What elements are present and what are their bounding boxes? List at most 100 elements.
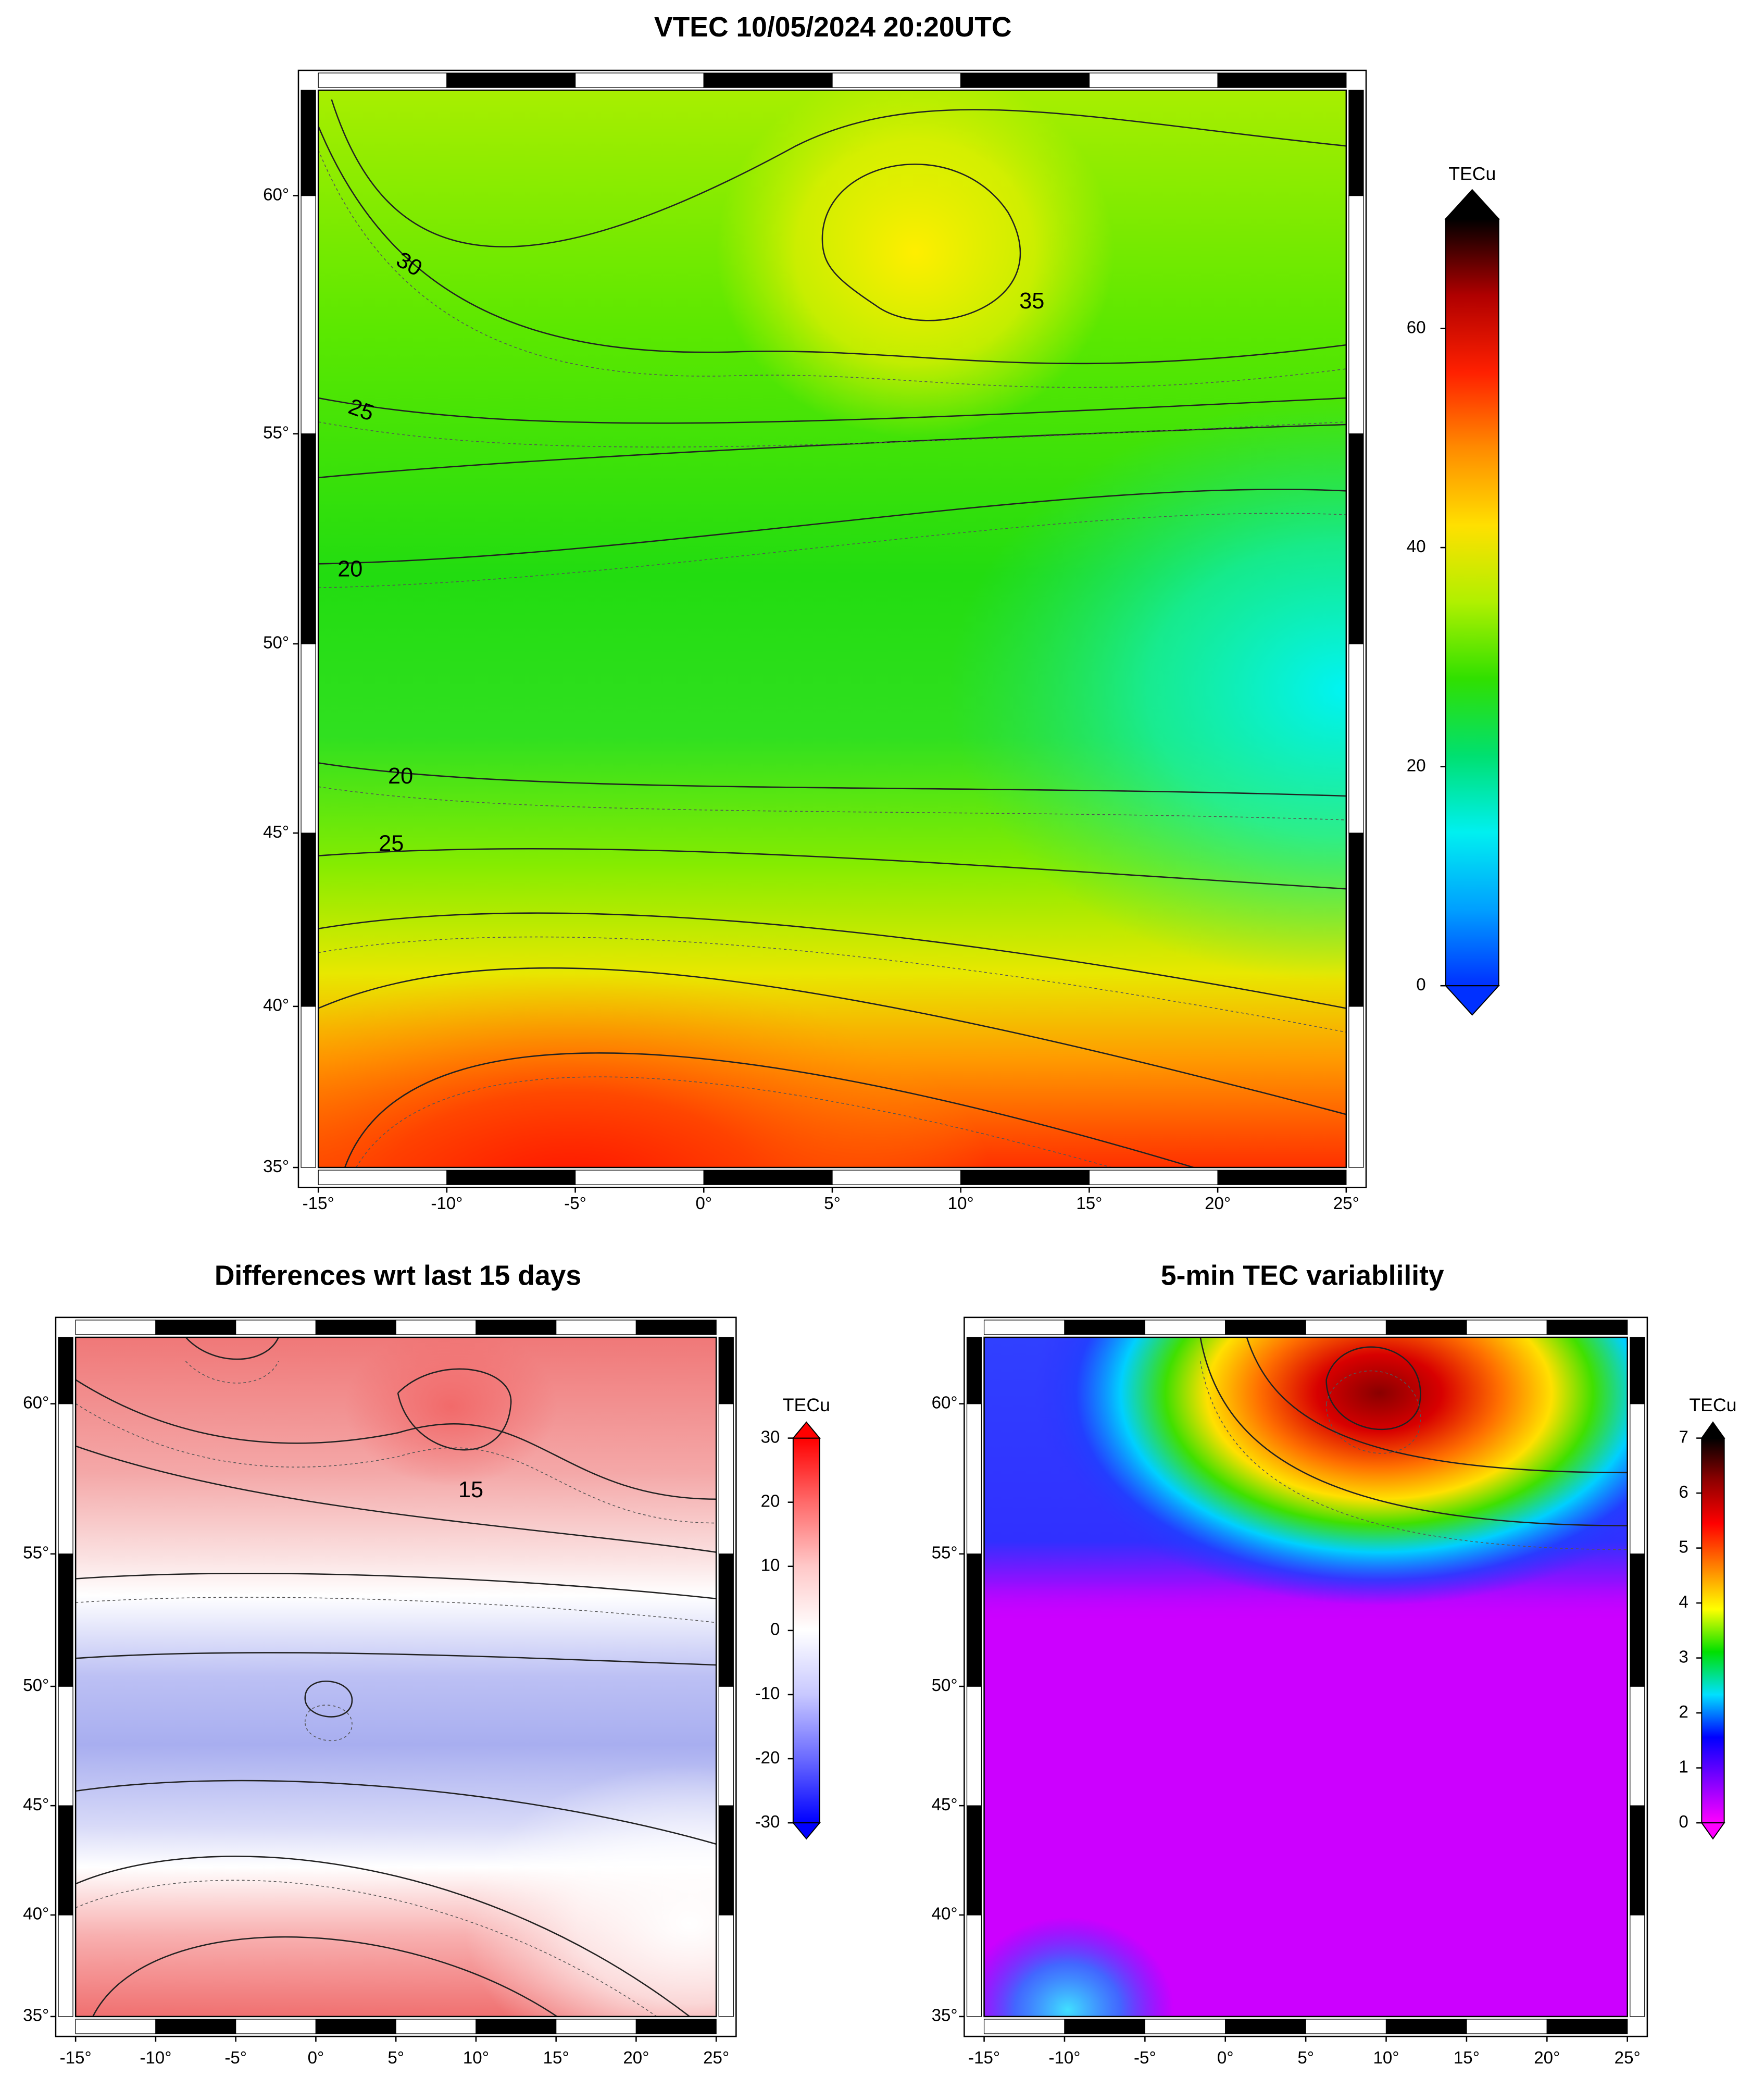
lat-tick-label: 35° xyxy=(23,2006,49,2025)
map-border xyxy=(317,89,1347,1168)
lon-tick-label: 5° xyxy=(824,1194,841,1213)
lat-tick-label: 55° xyxy=(263,423,289,442)
frame-bar xyxy=(58,1553,73,1687)
field-layer xyxy=(1034,1337,1628,1606)
lon-tick-label: 25° xyxy=(1333,1194,1359,1213)
lat-tick-label: 40° xyxy=(23,1905,49,1924)
colorbar-tick-label: 40 xyxy=(1407,537,1426,556)
lat-tick-label: 40° xyxy=(263,996,289,1015)
contour-line xyxy=(1246,1337,1628,1474)
frame-bar xyxy=(395,1320,477,1335)
lat-tick-label: 50° xyxy=(932,1676,958,1695)
field-layer xyxy=(984,1917,1174,2017)
lon-tick-label: 0° xyxy=(1217,2048,1234,2068)
frame-bar xyxy=(446,72,576,88)
colorbar-arrow-bottom xyxy=(792,1822,821,1840)
frame-bar xyxy=(1385,2019,1467,2034)
frame-bar xyxy=(1630,1553,1645,1687)
frame-bar xyxy=(1546,2019,1628,2034)
contour-line-minor xyxy=(318,513,1346,588)
contour-line xyxy=(1199,1337,1628,1526)
colorbar-tick-label: -10 xyxy=(755,1684,780,1703)
lat-tick-label: 35° xyxy=(263,1157,289,1176)
frame-bar xyxy=(718,1337,734,1404)
frame-bar xyxy=(1348,433,1364,644)
frame-bar xyxy=(960,1170,1090,1185)
frame-bar xyxy=(1385,1320,1467,1335)
frame-bar xyxy=(832,1170,961,1185)
colorbar-tick-label: 0 xyxy=(1416,975,1425,994)
colorbar-label: TECu xyxy=(1448,164,1496,184)
lon-tick-label: 20° xyxy=(623,2048,649,2068)
colorbar xyxy=(1701,1437,1725,1824)
field-layer xyxy=(716,90,1115,438)
lon-tick-label: 5° xyxy=(387,2048,404,2068)
lon-tick-label: 0° xyxy=(695,1194,712,1213)
colorbar-tick-label: 20 xyxy=(1407,756,1426,775)
lon-tick-label: 10° xyxy=(463,2048,489,2068)
frame-bar xyxy=(703,72,833,88)
contour-line xyxy=(821,164,1021,321)
frame-bar xyxy=(1064,2019,1146,2034)
frame-bar xyxy=(58,1337,73,1404)
colorbar xyxy=(792,1437,820,1824)
frame-bar xyxy=(966,1686,982,1806)
colorbar-tick-label: 4 xyxy=(1679,1593,1688,1612)
panel-title: VTEC 10/05/2024 20:20UTC xyxy=(654,12,1012,43)
frame-bar xyxy=(966,1914,982,2017)
lon-tick-label: 5° xyxy=(1297,2048,1314,2068)
frame-bar xyxy=(1089,1170,1218,1185)
lat-tick-label: 50° xyxy=(23,1676,49,1695)
lon-tick-label: 15° xyxy=(1076,1194,1102,1213)
contour-line xyxy=(76,1780,717,1845)
colorbar-tick-label: 10 xyxy=(761,1556,780,1575)
map-panel: 5-min TEC variablility -15° -10° -5° 0° 5° 10°… xyxy=(932,1261,1737,2068)
lon-tick-label: 15° xyxy=(543,2048,569,2068)
contour-line xyxy=(318,489,1346,565)
contour-label: 15 xyxy=(458,1477,483,1502)
frame-bar xyxy=(1546,1320,1628,1335)
frame-bar xyxy=(58,1914,73,2017)
contour-line xyxy=(318,848,1346,890)
frame-bar xyxy=(718,1686,734,1806)
contour-label: 35 xyxy=(1019,289,1044,314)
contour-line xyxy=(344,1052,1194,1168)
contour-line-minor xyxy=(318,421,1346,447)
lon-tick-label: -10° xyxy=(431,1194,462,1213)
lon-tick-label: -10° xyxy=(1048,2048,1080,2068)
contour-line-minor xyxy=(76,1403,717,1524)
field-layer xyxy=(948,398,1346,982)
colorbar-tick-label: 0 xyxy=(1679,1812,1688,1832)
frame-bar xyxy=(1089,72,1218,88)
frame-bar xyxy=(58,1403,73,1555)
colorbar-tick-label: 5 xyxy=(1679,1537,1688,1557)
frame-bar xyxy=(1348,832,1364,1007)
frame-bar xyxy=(832,72,961,88)
map-border xyxy=(983,1336,1628,2018)
frame-bar xyxy=(574,1170,704,1185)
contour-line-minor xyxy=(76,1597,717,1623)
frame-bar xyxy=(556,1320,637,1335)
colorbar-label: TECu xyxy=(1689,1395,1736,1415)
lon-tick-label: -5° xyxy=(224,2048,247,2068)
frame-bar xyxy=(315,2019,396,2034)
lat-tick-label: 45° xyxy=(932,1795,958,1814)
frame-bar xyxy=(1225,2019,1306,2034)
frame-bar xyxy=(1144,1320,1226,1335)
lon-tick-label: -15° xyxy=(968,2048,1000,2068)
frame-bar xyxy=(315,1320,396,1335)
map-panel: Differences wrt last 15 days -15° -10° -5° 0… xyxy=(23,1261,830,2068)
map-border xyxy=(74,1336,717,2018)
lat-tick-label: 40° xyxy=(932,1905,958,1924)
colorbar-tick-label: -20 xyxy=(755,1748,780,1768)
lon-tick-label: -15° xyxy=(60,2048,92,2068)
frame-bar xyxy=(966,1403,982,1555)
frame-bar xyxy=(476,2019,557,2034)
frame-bar xyxy=(983,1320,1065,1335)
frame-bar xyxy=(1305,2019,1387,2034)
frame-bar xyxy=(301,643,316,834)
contour-label: 20 xyxy=(337,557,362,582)
frame-bar xyxy=(75,1320,156,1335)
